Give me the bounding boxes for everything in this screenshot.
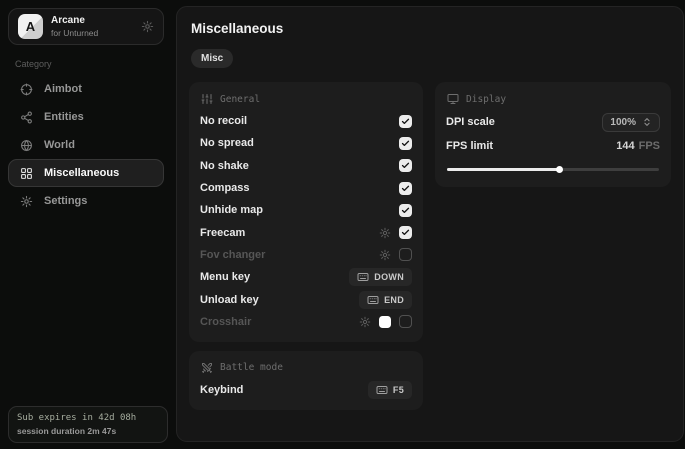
battle-mode-card: Battle mode Keybind F5 [189,350,423,411]
swords-icon [201,362,213,374]
sidebar-item-label: Settings [44,195,88,207]
check-icon [401,139,410,148]
slider-fill [447,168,560,171]
check-icon [401,228,410,237]
setting-row-keybind: Keybind F5 [200,379,412,401]
display-card: Display DPI scale 100% FPS limit 144 FPS [435,82,671,187]
card-title: Display [466,93,507,105]
crosshair-icon [20,83,33,96]
setting-row-crosshair: Crosshair [200,311,412,333]
brand-card: A Arcane for Unturned [8,8,164,45]
monitor-icon [447,93,459,105]
unhide-map-checkbox[interactable] [399,203,412,217]
setting-row-freecam: Freecam [200,221,412,243]
sidebar-item-label: Miscellaneous [44,167,120,179]
gear-icon [20,195,33,208]
check-icon [401,161,410,170]
fov-changer-checkbox[interactable] [399,248,412,262]
sidebar-item-entities[interactable]: Entities [8,103,164,131]
color-swatch[interactable] [379,315,391,328]
sidebar-item-miscellaneous[interactable]: Miscellaneous [8,159,164,187]
keyboard-icon [357,271,369,283]
freecam-checkbox[interactable] [399,226,412,240]
setting-row-dpi-scale: DPI scale 100% [446,110,660,134]
category-label: Category [15,59,52,69]
setting-row-unload-key: Unload key END [200,288,412,310]
session-duration-text: session duration 2m 47s [17,426,117,436]
check-icon [401,117,410,126]
fps-limit-slider[interactable] [447,166,659,173]
sidebar-item-settings[interactable]: Settings [8,187,164,215]
setting-row-fps-limit: FPS limit 144 FPS [446,140,660,152]
setting-row-compass: Compass [200,177,412,199]
page-title: Miscellaneous [191,21,284,36]
fps-limit-value: 144 [616,140,635,152]
setting-row-fov-changer: Fov changer [200,244,412,266]
sidebar-nav: Aimbot Entities World Miscellaneous Sett… [8,75,164,215]
setting-row-no-spread: No spread [200,132,412,154]
gear-icon[interactable] [379,227,391,239]
sidebar-item-label: World [44,139,75,151]
globe-icon [20,139,33,152]
battle-mode-keybind[interactable]: F5 [367,381,412,400]
sub-expiry-text: Sub expires in 42d 08h [17,413,137,423]
keyboard-icon [376,384,388,396]
card-title: Battle mode [220,362,283,374]
gear-icon[interactable] [359,316,371,328]
sidebar-item-label: Aimbot [44,83,82,95]
check-icon [401,206,410,215]
no-shake-checkbox[interactable] [399,159,412,173]
card-title: General [220,93,261,105]
gear-icon[interactable] [141,20,154,33]
check-icon [401,184,410,193]
setting-row-unhide-map: Unhide map [200,199,412,221]
grid-icon [20,167,33,180]
general-card: General No recoil No spread No shake [189,82,423,342]
tab-misc[interactable]: Misc [191,49,234,68]
main-panel: Miscellaneous Misc General No recoil No … [176,6,684,442]
app-title: Arcane [51,15,85,27]
sidebar: A Arcane for Unturned Category Aimbot En… [0,0,172,449]
display-card-header: Display [447,93,660,105]
sidebar-item-world[interactable]: World [8,131,164,159]
entities-icon [20,111,33,124]
sidebar-item-label: Entities [44,111,84,123]
no-recoil-checkbox[interactable] [399,114,412,128]
brand-text: Arcane for Unturned [51,15,98,38]
subscription-card: Sub expires in 42d 08h session duration … [8,406,168,443]
menu-key-keybind[interactable]: DOWN [349,268,412,287]
battle-mode-card-header: Battle mode [201,362,412,374]
setting-row-menu-key: Menu key DOWN [200,266,412,288]
right-column: Display DPI scale 100% FPS limit 144 FPS [435,82,671,187]
keyboard-icon [367,294,379,306]
sliders-icon [201,93,213,105]
compass-checkbox[interactable] [399,181,412,195]
slider-thumb[interactable] [556,166,564,173]
content-area: General No recoil No spread No shake [189,82,671,411]
chevron-up-down-icon [642,117,652,127]
fps-limit-unit: FPS [638,140,660,152]
app-subtitle: for Unturned [51,27,99,38]
sidebar-item-aimbot[interactable]: Aimbot [8,75,164,103]
avatar: A [18,14,43,39]
gear-icon[interactable] [379,249,391,261]
left-column: General No recoil No spread No shake [189,82,423,411]
unload-key-keybind[interactable]: END [359,290,412,309]
crosshair-checkbox[interactable] [399,315,412,329]
dpi-scale-select[interactable]: 100% [602,112,660,132]
general-card-header: General [201,93,412,105]
setting-row-no-recoil: No recoil [200,110,412,132]
no-spread-checkbox[interactable] [399,136,412,150]
setting-row-no-shake: No shake [200,155,412,177]
